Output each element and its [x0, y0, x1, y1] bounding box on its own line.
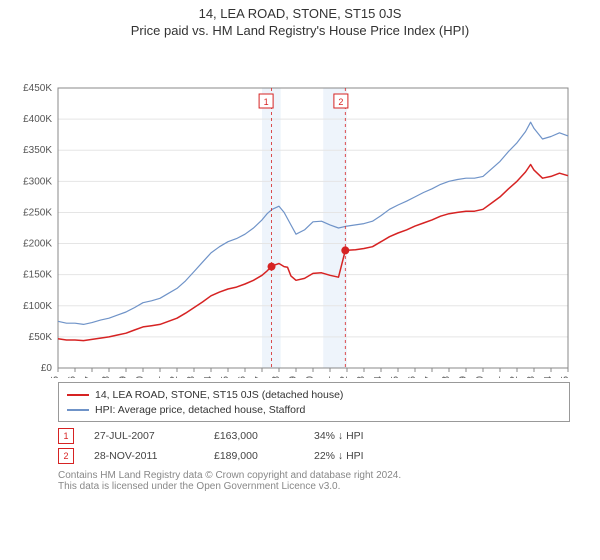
sale-date: 27-JUL-2007 — [94, 430, 194, 442]
svg-text:2003: 2003 — [186, 376, 197, 378]
svg-text:1998: 1998 — [101, 376, 112, 378]
svg-text:£450K: £450K — [23, 83, 52, 94]
svg-text:1996: 1996 — [67, 376, 78, 378]
svg-text:2: 2 — [338, 97, 343, 107]
svg-text:2011: 2011 — [322, 376, 333, 378]
svg-text:£0: £0 — [41, 363, 53, 374]
svg-text:£400K: £400K — [23, 114, 52, 125]
svg-text:2020: 2020 — [475, 376, 486, 378]
sales-table: 1 27-JUL-2007 £163,000 34% ↓ HPI 2 28-NO… — [58, 426, 570, 466]
svg-text:2012: 2012 — [339, 376, 350, 378]
sale-row: 2 28-NOV-2011 £189,000 22% ↓ HPI — [58, 446, 570, 466]
legend-swatch — [67, 394, 89, 396]
svg-text:£300K: £300K — [23, 176, 52, 187]
sale-date: 28-NOV-2011 — [94, 450, 194, 462]
svg-text:2015: 2015 — [390, 376, 401, 378]
sale-row: 1 27-JUL-2007 £163,000 34% ↓ HPI — [58, 426, 570, 446]
legend: 14, LEA ROAD, STONE, ST15 0JS (detached … — [58, 382, 570, 422]
legend-label: HPI: Average price, detached house, Staf… — [95, 404, 305, 416]
svg-text:2010: 2010 — [305, 376, 316, 378]
svg-text:1997: 1997 — [84, 376, 95, 378]
svg-text:1995: 1995 — [50, 376, 61, 378]
svg-text:2000: 2000 — [135, 376, 146, 378]
svg-text:2025: 2025 — [560, 376, 571, 378]
svg-text:2007: 2007 — [254, 376, 265, 378]
titles: 14, LEA ROAD, STONE, ST15 0JS Price paid… — [0, 0, 600, 38]
svg-text:2014: 2014 — [373, 376, 384, 378]
sale-badge: 1 — [58, 428, 74, 444]
chart-container: 14, LEA ROAD, STONE, ST15 0JS Price paid… — [0, 0, 600, 560]
svg-text:2016: 2016 — [407, 376, 418, 378]
sale-diff: 34% ↓ HPI — [314, 430, 434, 442]
svg-text:2022: 2022 — [509, 376, 520, 378]
svg-text:2024: 2024 — [543, 376, 554, 378]
title-address: 14, LEA ROAD, STONE, ST15 0JS — [0, 6, 600, 21]
svg-text:£250K: £250K — [23, 207, 52, 218]
svg-text:2018: 2018 — [441, 376, 452, 378]
svg-text:1: 1 — [264, 97, 269, 107]
svg-text:£100K: £100K — [23, 301, 52, 312]
chart-svg: £0 £50K £100K £150K £200K £250K £300K £350K £400… — [0, 38, 600, 378]
svg-text:2005: 2005 — [220, 376, 231, 378]
svg-text:2004: 2004 — [203, 376, 214, 378]
svg-text:£50K: £50K — [29, 332, 53, 343]
svg-text:£350K: £350K — [23, 145, 52, 156]
title-subtitle: Price paid vs. HM Land Registry's House … — [0, 23, 600, 38]
svg-text:2017: 2017 — [424, 376, 435, 378]
svg-text:2008: 2008 — [271, 376, 282, 378]
svg-text:£150K: £150K — [23, 270, 52, 281]
legend-label: 14, LEA ROAD, STONE, ST15 0JS (detached … — [95, 389, 343, 401]
sale-price: £163,000 — [214, 430, 294, 442]
sale-diff: 22% ↓ HPI — [314, 450, 434, 462]
svg-text:2001: 2001 — [152, 376, 163, 378]
legend-swatch — [67, 409, 89, 411]
footnote-line: Contains HM Land Registry data © Crown c… — [58, 470, 570, 481]
svg-text:2013: 2013 — [356, 376, 367, 378]
sale-price: £189,000 — [214, 450, 294, 462]
svg-text:2019: 2019 — [458, 376, 469, 378]
svg-text:2021: 2021 — [492, 376, 503, 378]
svg-text:2023: 2023 — [526, 376, 537, 378]
svg-text:£200K: £200K — [23, 239, 52, 250]
sale-badge: 2 — [58, 448, 74, 464]
svg-text:1999: 1999 — [118, 376, 129, 378]
footnote-line: This data is licensed under the Open Gov… — [58, 481, 570, 492]
legend-item: HPI: Average price, detached house, Staf… — [67, 402, 561, 417]
svg-text:2002: 2002 — [169, 376, 180, 378]
legend-item: 14, LEA ROAD, STONE, ST15 0JS (detached … — [67, 387, 561, 402]
footnote: Contains HM Land Registry data © Crown c… — [58, 470, 570, 492]
svg-text:2009: 2009 — [288, 376, 299, 378]
svg-text:2006: 2006 — [237, 376, 248, 378]
